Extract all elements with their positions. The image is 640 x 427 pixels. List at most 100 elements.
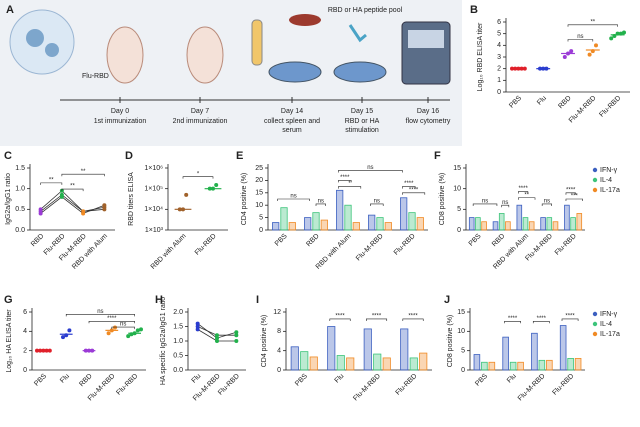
significance-label: * — [348, 181, 351, 187]
data-point — [195, 327, 200, 332]
significance-bracket — [402, 192, 426, 195]
bar — [481, 221, 487, 231]
significance-label: **** — [335, 314, 345, 320]
pipette-icon — [348, 24, 367, 43]
significance-label: * — [197, 171, 200, 177]
data-point — [562, 55, 567, 59]
x-tick-label: RBD — [305, 233, 320, 248]
bar — [531, 332, 538, 371]
bar — [468, 217, 475, 231]
bar — [409, 357, 418, 371]
significance-label: ns — [502, 200, 508, 206]
significance-bracket — [532, 320, 550, 324]
x-tick-label: Flu — [334, 373, 346, 385]
y-axis-label: CD4 positive (%) — [241, 173, 248, 226]
significance-bracket — [182, 176, 214, 179]
significance-label: **** — [408, 314, 418, 320]
x-tick-label: Flu-RBD — [194, 233, 218, 257]
bar — [475, 217, 481, 231]
y-tick-label: 20 — [255, 177, 263, 184]
legend-swatch — [592, 187, 598, 193]
bar — [400, 197, 408, 231]
x-tick-label: PBS — [274, 233, 289, 248]
significance-label: ** — [49, 177, 54, 183]
bar — [346, 357, 355, 371]
significance-label: ** — [70, 184, 75, 190]
significance-label: **** — [409, 187, 419, 193]
bar — [382, 357, 391, 371]
bar — [363, 328, 372, 371]
bar — [272, 222, 280, 231]
step-day: Day 16 — [417, 108, 439, 115]
bar — [327, 326, 336, 371]
significance-label: ** — [524, 192, 529, 198]
y-tick-label: 6 — [23, 309, 27, 316]
x-tick-label: Flu-M-RBD — [352, 373, 382, 403]
y-tick-label: 1.0 — [15, 186, 25, 193]
y-tick-label: 10 — [457, 328, 465, 335]
data-point — [195, 324, 200, 329]
step-text: 2nd immunization — [173, 118, 228, 125]
bar — [336, 355, 345, 371]
data-point — [106, 331, 111, 336]
data-point — [135, 328, 140, 333]
y-tick-label: 8 — [277, 328, 281, 335]
significance-bracket — [402, 318, 424, 321]
significance-bracket — [315, 203, 326, 206]
x-tick-label: PBS — [468, 233, 483, 248]
step-day: Day 7 — [191, 108, 209, 115]
panel-label: B — [470, 4, 478, 16]
series-line — [40, 194, 105, 212]
y-tick-label: 3 — [497, 54, 501, 61]
x-tick-label: PBS — [33, 373, 48, 388]
data-point — [569, 49, 574, 54]
y-tick-label: 5 — [259, 214, 263, 221]
bar — [546, 359, 553, 371]
schematic: A Flu-RBD RBD or HA peptide pool — [0, 0, 462, 146]
y-tick-label: 15 — [453, 165, 461, 172]
data-point — [609, 36, 614, 41]
bar — [567, 357, 574, 371]
legend-swatch — [592, 311, 598, 317]
legend-swatch — [592, 177, 598, 183]
data-point — [594, 43, 598, 48]
y-tick-label: 0 — [277, 367, 281, 374]
bar — [344, 204, 352, 231]
bar — [517, 361, 524, 371]
chart: D RBD titers ELISA 1×10³ 1×10⁴ 1×10⁵ 1×10⁶ RBD… — [125, 150, 228, 271]
legend-swatch — [592, 321, 598, 327]
significance-bracket — [338, 170, 403, 173]
x-tick-label: Flu-RBD — [598, 95, 622, 119]
y-tick-label: 10 — [453, 186, 461, 193]
y-tick-label: 2 — [497, 66, 501, 73]
bar — [473, 354, 481, 371]
significance-bracket — [518, 197, 536, 200]
y-tick-label: 5 — [461, 348, 465, 355]
data-point — [35, 348, 39, 353]
y-tick-label: 25 — [255, 165, 263, 172]
y-tick-label: 15 — [457, 309, 465, 316]
x-tick-label: PBS — [294, 373, 309, 388]
significance-label: **** — [566, 187, 576, 193]
significance-bracket — [111, 326, 135, 330]
step-text: serum — [282, 127, 302, 134]
legend-label: IL-17a — [600, 331, 620, 338]
significance-bracket — [338, 180, 352, 183]
dish-icon — [268, 61, 322, 83]
y-axis-label: Log₁₀ RBD ELISA titer — [477, 22, 484, 91]
y-axis-label: CD4 positive (%) — [261, 315, 268, 368]
virus-icon — [26, 29, 44, 47]
significance-bracket — [402, 186, 416, 189]
bar — [559, 325, 567, 371]
legend-label: IL-4 — [600, 177, 612, 184]
x-tick-label: Flu — [536, 95, 548, 107]
significance-bracket — [518, 191, 529, 194]
bar — [528, 221, 535, 231]
bar — [498, 213, 505, 231]
bar — [280, 207, 288, 231]
significance-bracket — [61, 173, 105, 177]
